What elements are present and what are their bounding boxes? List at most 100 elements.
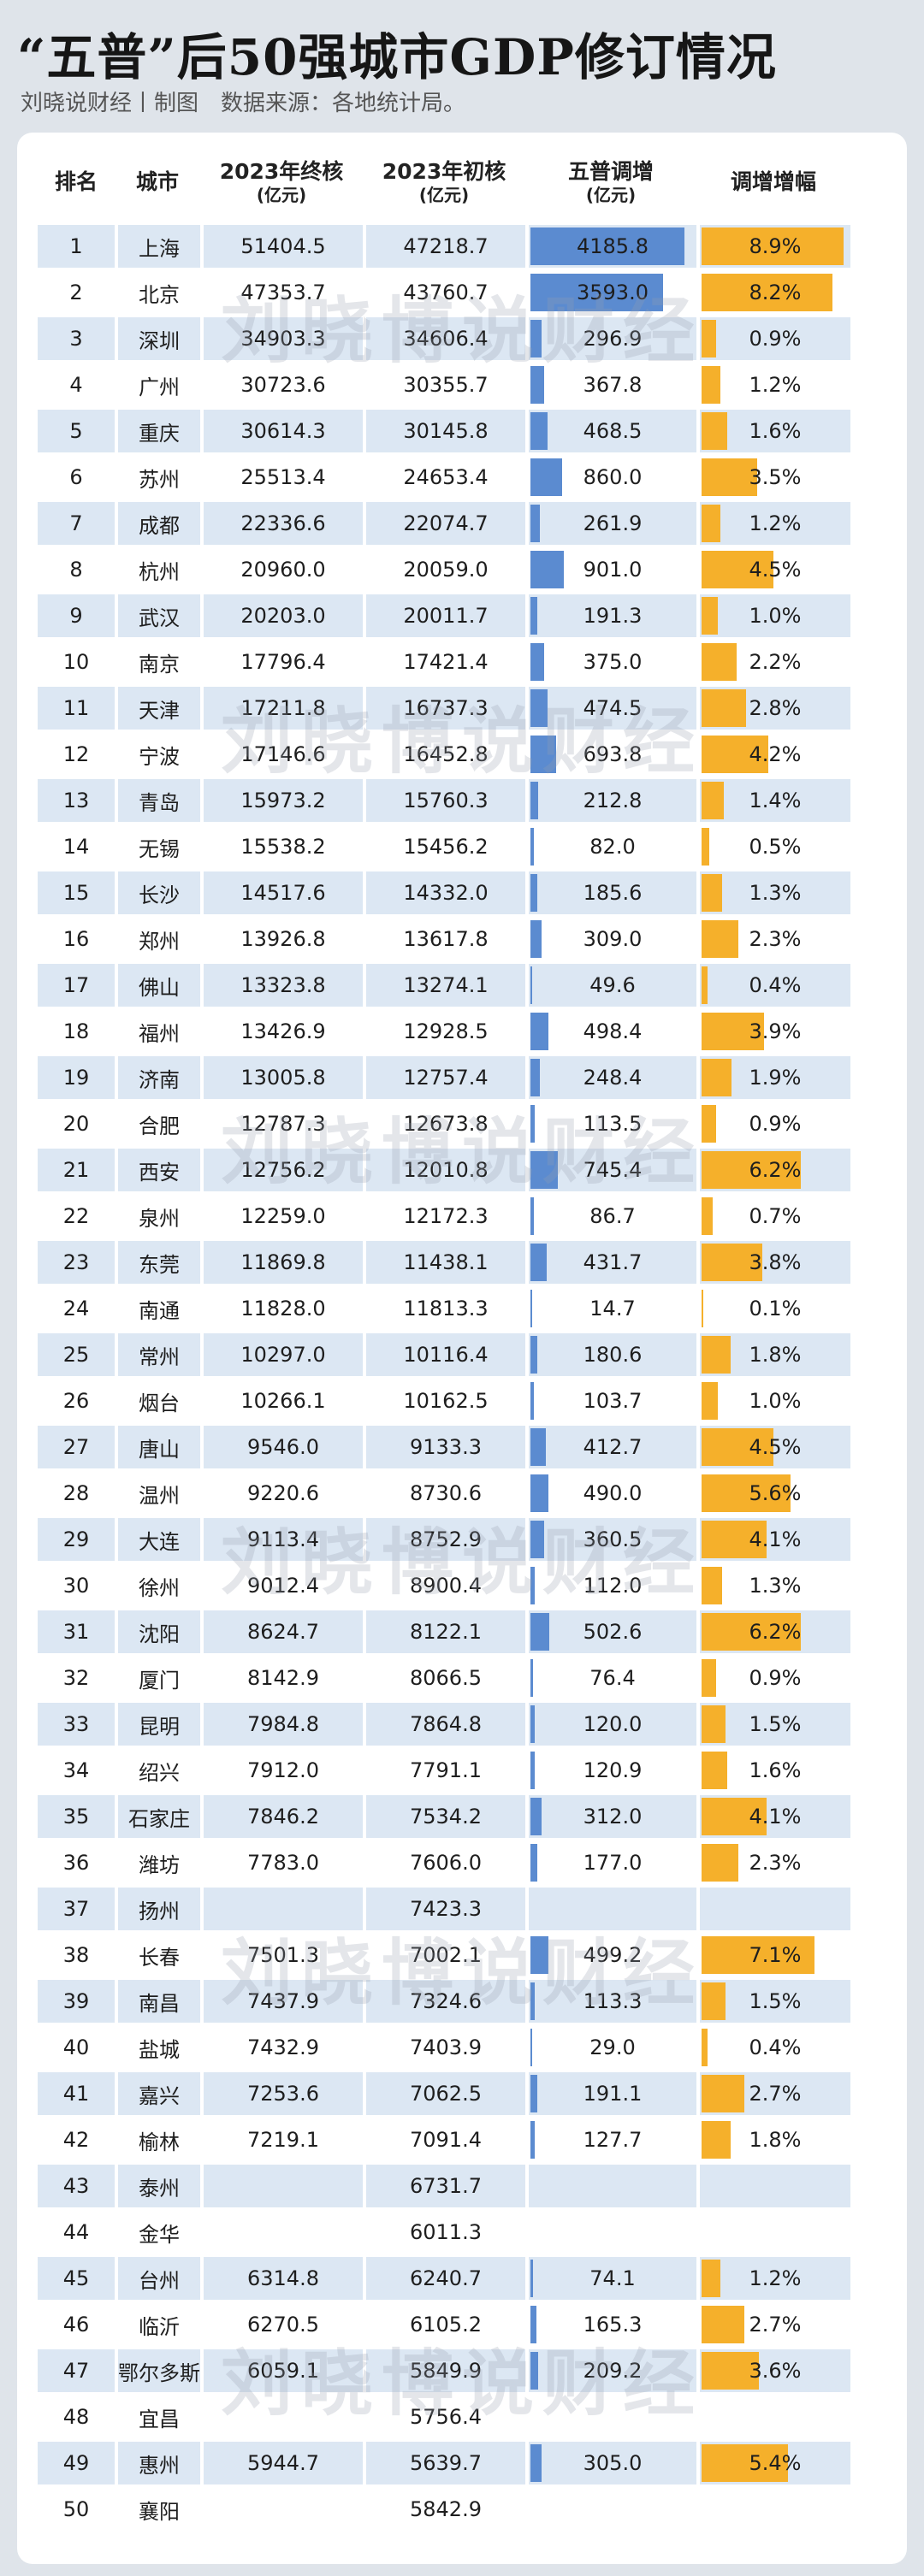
table-row: 46 临沂 6270.5 6105.2 165.3 2.7% (38, 2303, 850, 2346)
table-row: 27 唐山 9546.0 9133.3 412.7 4.5% (38, 1426, 850, 1468)
cell-increase: 474.5 (525, 687, 696, 730)
pct-value: 1.2% (749, 511, 802, 535)
cell-final: 9012.4 (200, 1564, 363, 1607)
table-row: 14 无锡 15538.2 15456.2 82.0 0.5% (38, 825, 850, 868)
cell-initial: 7002.1 (363, 1934, 525, 1976)
cell-pct: 1.2% (696, 363, 850, 406)
cell-city: 泰州 (115, 2165, 200, 2207)
pct-bar (702, 1752, 727, 1789)
cell-city: 厦门 (115, 1657, 200, 1699)
pct-bar (702, 1197, 714, 1235)
cell-rank: 6 (38, 456, 115, 499)
increase-bar (530, 2306, 537, 2343)
cell-initial: 6011.3 (363, 2211, 525, 2254)
data-source: 数据来源：各地统计局。 (221, 91, 466, 116)
cell-rank: 3 (38, 317, 115, 360)
cell-pct: 1.2% (696, 502, 850, 545)
cell-rank: 48 (38, 2396, 115, 2438)
table-card: 排名 城市 2023年终核 (亿元) 2023年初核 (亿元) 五普调增 (亿元) 调… (17, 133, 907, 2564)
increase-bar (530, 1798, 542, 1835)
cell-initial: 11813.3 (363, 1287, 525, 1330)
cell-city: 郑州 (115, 918, 200, 960)
cell-final: 12756.2 (200, 1149, 363, 1191)
pct-value: 0.9% (749, 1666, 802, 1690)
cell-pct: 7.1% (696, 1934, 850, 1976)
cell-final: 6314.8 (200, 2257, 363, 2300)
cell-initial: 24653.4 (363, 456, 525, 499)
cell-city: 扬州 (115, 1888, 200, 1930)
cell-final (200, 2165, 363, 2207)
cell-increase: 693.8 (525, 733, 696, 776)
cell-initial: 7864.8 (363, 1703, 525, 1746)
cell-rank: 14 (38, 825, 115, 868)
cell-initial: 7423.3 (363, 1888, 525, 1930)
cell-final (200, 2488, 363, 2531)
cell-increase: 113.5 (525, 1102, 696, 1145)
table-row: 11 天津 17211.8 16737.3 474.5 2.8% (38, 687, 850, 730)
increase-bar (530, 2260, 534, 2297)
cell-pct: 1.2% (696, 2257, 850, 2300)
cell-final: 17146.6 (200, 733, 363, 776)
table-row: 47 鄂尔多斯 6059.1 5849.9 209.2 3.6% (38, 2349, 850, 2392)
increase-value: 177.0 (583, 1851, 643, 1875)
cell-final: 13926.8 (200, 918, 363, 960)
cell-city: 武汉 (115, 594, 200, 637)
cell-initial: 20059.0 (363, 548, 525, 591)
cell-final: 6059.1 (200, 2349, 363, 2392)
table-row: 44 金华 6011.3 (38, 2211, 850, 2254)
cell-city: 无锡 (115, 825, 200, 868)
increase-bar (530, 2075, 538, 2112)
cell-rank: 1 (38, 225, 115, 268)
increase-value: 14.7 (589, 1297, 636, 1320)
pct-bar (702, 874, 723, 912)
cell-increase: 745.4 (525, 1149, 696, 1191)
cell-final: 9220.6 (200, 1472, 363, 1515)
table-row: 22 泉州 12259.0 12172.3 86.7 0.7% (38, 1195, 850, 1238)
increase-value: 120.0 (583, 1712, 643, 1736)
increase-bar (530, 689, 548, 727)
cell-increase: 191.3 (525, 594, 696, 637)
increase-bar (530, 1013, 549, 1050)
table-row: 3 深圳 34903.3 34606.4 296.9 0.9% (38, 317, 850, 360)
increase-bar (530, 458, 562, 496)
increase-value: 499.2 (583, 1943, 643, 1967)
cell-final: 10266.1 (200, 1380, 363, 1422)
cell-city: 石家庄 (115, 1795, 200, 1838)
cell-pct: 4.5% (696, 1426, 850, 1468)
cell-final: 13323.8 (200, 964, 363, 1007)
cell-city: 金华 (115, 2211, 200, 2254)
cell-increase: 29.0 (525, 2026, 696, 2069)
increase-bar (530, 1613, 549, 1651)
pct-bar (702, 505, 721, 542)
table-row: 42 榆林 7219.1 7091.4 127.7 1.8% (38, 2118, 850, 2161)
cell-final: 7783.0 (200, 1841, 363, 1884)
increase-value: 180.6 (583, 1343, 643, 1367)
increase-bar (530, 1105, 535, 1143)
pct-bar (702, 828, 710, 866)
pct-value: 1.3% (749, 881, 802, 905)
table-row: 43 泰州 6731.7 (38, 2165, 850, 2207)
pct-value: 3.8% (749, 1250, 802, 1274)
increase-value: 360.5 (583, 1527, 643, 1551)
cell-final: 10297.0 (200, 1333, 363, 1376)
cell-city: 济南 (115, 1056, 200, 1099)
cell-increase: 431.7 (525, 1241, 696, 1284)
cell-initial: 10162.5 (363, 1380, 525, 1422)
increase-bar (530, 782, 539, 819)
cell-city: 潍坊 (115, 1841, 200, 1884)
table-row: 37 扬州 7423.3 (38, 1888, 850, 1930)
pct-value: 7.1% (749, 1943, 802, 1967)
cell-final: 15973.2 (200, 779, 363, 822)
cell-increase: 86.7 (525, 1195, 696, 1238)
cell-final: 20960.0 (200, 548, 363, 591)
table-body: 1 上海 51404.5 47218.7 4185.8 8.9% 2 北京 47353.7 437… (38, 225, 850, 2531)
cell-increase: 901.0 (525, 548, 696, 591)
table-row: 30 徐州 9012.4 8900.4 112.0 1.3% (38, 1564, 850, 1607)
cell-rank: 15 (38, 871, 115, 914)
cell-rank: 49 (38, 2442, 115, 2484)
pct-bar (702, 966, 708, 1004)
cell-rank: 44 (38, 2211, 115, 2254)
cell-initial: 5756.4 (363, 2396, 525, 2438)
cell-pct: 1.8% (696, 2118, 850, 2161)
increase-value: 474.5 (583, 696, 643, 720)
